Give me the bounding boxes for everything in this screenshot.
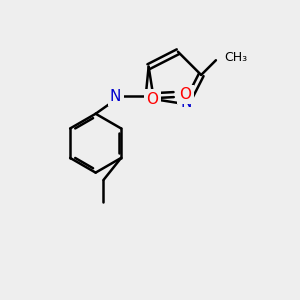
Text: N: N — [110, 88, 121, 104]
Text: O: O — [146, 92, 158, 106]
Text: CH₃: CH₃ — [225, 51, 248, 64]
Text: O: O — [179, 87, 191, 102]
Text: N: N — [181, 95, 192, 110]
Text: H: H — [107, 87, 116, 100]
